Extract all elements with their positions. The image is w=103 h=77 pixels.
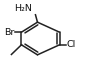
Text: Cl: Cl — [67, 40, 76, 49]
Text: Br: Br — [4, 28, 14, 37]
Text: H₂N: H₂N — [15, 4, 32, 13]
